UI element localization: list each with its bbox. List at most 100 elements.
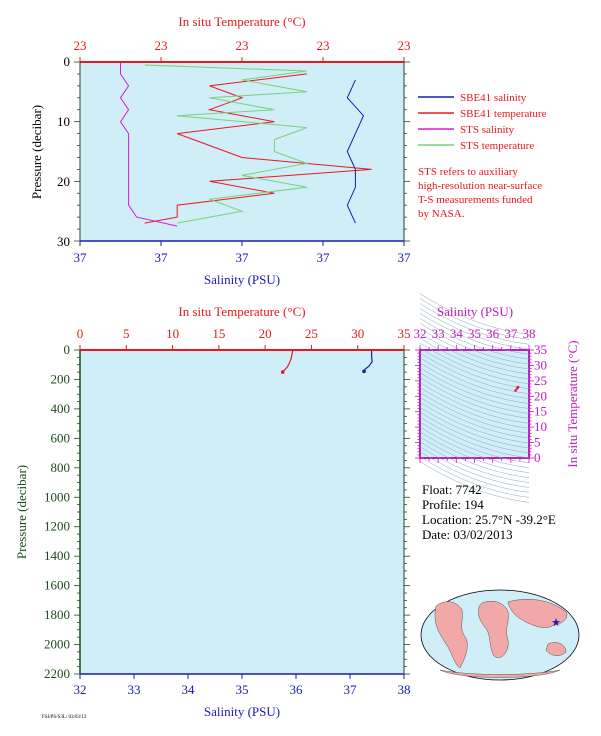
ts-isopycnal bbox=[419, 293, 530, 335]
ts-isopycnal bbox=[419, 332, 530, 375]
bottom-temp-tick-35: 35 bbox=[398, 326, 411, 341]
top-temp-tick-0: 23 bbox=[74, 38, 87, 53]
bottom-pressure-tick-400: 400 bbox=[51, 401, 71, 416]
bottom-pressure-tick-600: 600 bbox=[51, 430, 71, 445]
ts-density-contours bbox=[419, 293, 530, 503]
ts-isopycnal bbox=[419, 402, 530, 444]
bottom-sal-tick-36: 36 bbox=[290, 682, 304, 697]
map-land-europe-africa bbox=[478, 600, 509, 658]
ts-isopycnal bbox=[419, 436, 530, 478]
bottom-temp-tick-15: 15 bbox=[212, 326, 225, 341]
top-sal-tick-3: 37 bbox=[317, 250, 331, 265]
map-land-australia bbox=[545, 642, 567, 656]
top-series-sbe41-temperature bbox=[144, 73, 372, 224]
map-land-asia bbox=[507, 599, 568, 628]
top-sal-tick-1: 37 bbox=[155, 250, 169, 265]
top-p-tick-10: 10 bbox=[57, 114, 70, 129]
ts-isopycnal bbox=[419, 362, 530, 404]
ts-salinity-tick-37: 37 bbox=[504, 326, 518, 341]
ts-temp-tick-30: 30 bbox=[534, 357, 547, 372]
top-minor-ticks bbox=[74, 57, 410, 246]
ts-isopycnal bbox=[419, 357, 530, 399]
top-series-group bbox=[119, 62, 372, 227]
world-map: ★ bbox=[420, 589, 580, 681]
ts-isopycnal bbox=[419, 456, 530, 498]
bottom-temp-tick-20: 20 bbox=[259, 326, 272, 341]
ts-isopycnal bbox=[419, 426, 530, 468]
profile-number: Profile: 194 bbox=[422, 497, 484, 512]
sts-note-line-3: T-S measurements funded bbox=[418, 194, 533, 206]
top-temp-tick-1: 23 bbox=[155, 38, 168, 53]
legend-label-sts-temperature: STS temperature bbox=[460, 140, 534, 152]
ts-isopycnal bbox=[419, 411, 530, 454]
top-p-tick-20: 20 bbox=[57, 174, 70, 189]
ts-point bbox=[514, 389, 517, 392]
ts-isopycnal bbox=[419, 441, 530, 483]
ts-isopycnal bbox=[419, 352, 530, 394]
bottom-pressure-tick-2000: 2000 bbox=[44, 637, 70, 652]
ts-temp-tick-15: 15 bbox=[534, 404, 547, 419]
bottom-temp-tick-10: 10 bbox=[166, 326, 179, 341]
top-temp-tick-2: 23 bbox=[236, 38, 249, 53]
ts-inset: Salinity (PSU) 32 33 34 35 36 37 38 3530252015… bbox=[414, 293, 580, 503]
bottom-sal-tick-35: 35 bbox=[236, 682, 249, 697]
ts-temperature-axis-title: In situ Temperature (°C) bbox=[565, 340, 580, 467]
bottom-pressure-tick-200: 200 bbox=[51, 371, 71, 386]
legend-label-sbe41-temperature: SBE41 temperature bbox=[460, 108, 547, 120]
bottom-plot-area bbox=[79, 349, 405, 675]
ts-isopycnal bbox=[419, 406, 530, 449]
ts-salinity-tick-38: 38 bbox=[523, 326, 536, 341]
bottom-temperature-axis-title: In situ Temperature (°C) bbox=[178, 304, 305, 319]
ts-salinity-tick-36: 36 bbox=[486, 326, 500, 341]
top-pressure-axis-title: Pressure (decibar) bbox=[29, 105, 44, 199]
ts-isopycnal bbox=[419, 347, 530, 389]
ts-isopycnal bbox=[419, 446, 530, 488]
bottom-pressure-tick-1600: 1600 bbox=[44, 578, 70, 593]
location: Location: 25.7°N -39.2°E bbox=[422, 512, 556, 527]
ts-salinity-tick-33: 33 bbox=[432, 326, 445, 341]
top-panel: In situ Temperature (°C) 23 23 23 23 23 … bbox=[29, 14, 547, 287]
ts-temp-tick-35: 35 bbox=[534, 342, 547, 357]
ts-isopycnal bbox=[419, 461, 530, 503]
ts-temp-tick-25: 25 bbox=[534, 373, 547, 388]
ts-point bbox=[515, 386, 519, 390]
bottom-temp-tick-5: 5 bbox=[123, 326, 130, 341]
bottom-sal-tick-32: 32 bbox=[74, 682, 87, 697]
map-land-americas bbox=[434, 601, 468, 669]
ts-isopycnal bbox=[419, 382, 530, 424]
bottom-sal-tick-33: 33 bbox=[128, 682, 141, 697]
top-sal-tick-0: 37 bbox=[74, 250, 88, 265]
ts-isopycnal bbox=[419, 372, 530, 414]
sts-note-line-4: by NASA. bbox=[418, 208, 465, 220]
top-p-tick-0: 0 bbox=[64, 54, 71, 69]
top-temperature-axis-title: In situ Temperature (°C) bbox=[178, 14, 305, 29]
ts-minor-ticks bbox=[415, 345, 534, 463]
ts-temp-tick-20: 20 bbox=[534, 388, 547, 403]
top-temp-tick-3: 23 bbox=[317, 38, 330, 53]
bottom-panel: In situ Temperature (°C) 0 5 10 15 20 25 30 35 … bbox=[14, 304, 411, 719]
bottom-pressure-tick-2200: 2200 bbox=[44, 666, 70, 681]
bottom-temp-tick-30: 30 bbox=[351, 326, 364, 341]
ts-points-group bbox=[514, 385, 520, 392]
bottom-pressure-tick-labels: 0 200 400 600 800 1000 1200 1400 1600 1800 2000 220… bbox=[44, 342, 70, 681]
sts-note-line-2: high-resolution near-surface bbox=[418, 180, 542, 192]
ts-salinity-tick-34: 34 bbox=[450, 326, 464, 341]
bottom-series-end-point bbox=[280, 370, 285, 374]
bottom-pressure-tick-1200: 1200 bbox=[44, 519, 70, 534]
ts-isopycnal bbox=[419, 342, 530, 385]
bottom-series-sbe41-salinity bbox=[363, 350, 373, 372]
legend-label-sbe41-salinity: SBE41 salinity bbox=[460, 92, 527, 104]
float-info: Float: 7742 Profile: 194 Location: 25.7°… bbox=[422, 482, 556, 542]
top-sal-tick-2: 37 bbox=[236, 250, 250, 265]
ts-isopycnal bbox=[419, 323, 530, 365]
ts-salinity-tick-labels: 32 33 34 35 36 37 38 bbox=[414, 326, 536, 341]
bottom-series-group bbox=[280, 349, 373, 374]
ts-isopycnal bbox=[419, 313, 530, 355]
float-id: Float: 7742 bbox=[422, 482, 482, 497]
bottom-sal-tick-37: 37 bbox=[344, 682, 358, 697]
bottom-series-end-point bbox=[362, 369, 366, 374]
ts-isopycnal bbox=[419, 327, 530, 370]
map-land-antarctica bbox=[439, 669, 561, 678]
top-salinity-axis-title: Salinity (PSU) bbox=[204, 272, 280, 287]
